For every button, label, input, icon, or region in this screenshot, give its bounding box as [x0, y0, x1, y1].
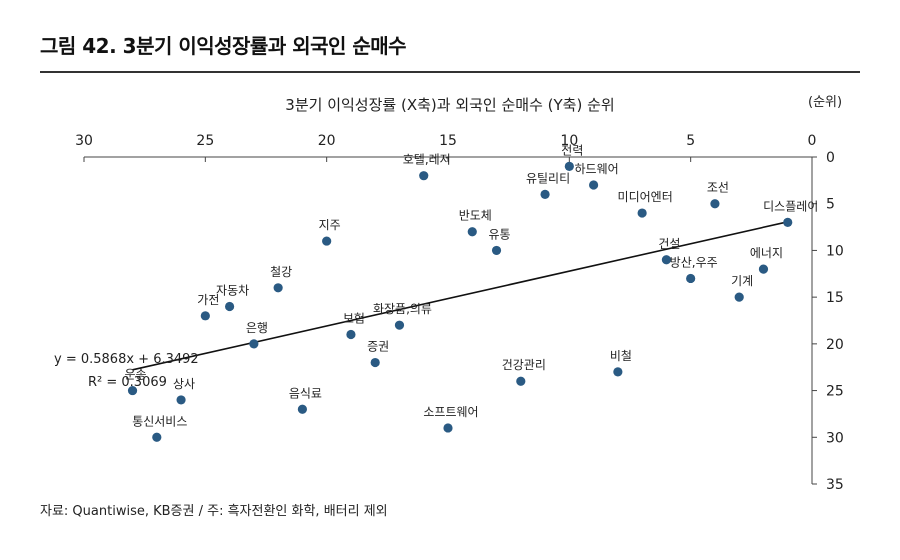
unit-label: (순위) — [808, 95, 843, 110]
data-points — [127, 161, 793, 442]
data-point — [419, 171, 429, 181]
data-point — [516, 376, 526, 386]
trendline-r-squared: R² = 0.3069 — [88, 375, 167, 390]
data-point-label: 통신서비스 — [132, 414, 187, 428]
data-point-label: 가전 — [197, 293, 219, 307]
x-tick-label: 20 — [318, 133, 336, 149]
data-point — [589, 180, 599, 190]
x-tick-label: 15 — [439, 133, 457, 149]
y-tick-label: 30 — [826, 430, 844, 446]
data-point — [322, 236, 332, 246]
trendline — [132, 221, 788, 371]
chart-title: 3분기 이익성장률 (X축)과 외국인 순매수 (Y축) 순위 — [285, 96, 615, 114]
chart-axes: 30 25 20 15 10 5 00 5 10 15 20 25 30 35 — [75, 133, 844, 493]
data-point — [297, 404, 307, 414]
data-point-label: 유틸리티 — [526, 171, 570, 185]
source-note: 자료: Quantiwise, KB증권 / 주: 흑자전환인 화학, 배터리 … — [40, 504, 388, 519]
data-point — [613, 367, 623, 377]
data-point — [176, 395, 186, 405]
data-point-label: 호텔,레저 — [403, 153, 451, 167]
trendline-equation: y = 0.5868x + 6.3492 — [54, 352, 199, 367]
data-point — [346, 329, 356, 340]
data-point-label: 자동차 — [216, 283, 249, 297]
data-point-label: 증권 — [367, 340, 389, 354]
data-point-label: 화장품,의류 — [373, 302, 432, 316]
data-point-label: 조선 — [707, 181, 729, 195]
x-tick-label: 0 — [808, 133, 817, 149]
data-point — [249, 339, 259, 349]
data-point — [152, 432, 162, 442]
data-point — [783, 217, 793, 227]
y-tick-label: 15 — [826, 290, 844, 306]
x-tick-label: 25 — [196, 133, 214, 149]
data-point — [686, 273, 696, 284]
data-point-label: 지주 — [319, 218, 341, 232]
data-point — [394, 320, 405, 330]
y-tick-label: 0 — [826, 150, 835, 166]
data-point — [564, 161, 574, 171]
y-tick-label: 35 — [826, 477, 844, 493]
data-point-label: 철강 — [270, 265, 292, 279]
data-point-label: 운송 — [124, 368, 146, 382]
data-point — [200, 311, 210, 321]
y-tick-label: 25 — [826, 384, 844, 400]
y-tick-label: 10 — [826, 243, 844, 259]
data-point — [734, 292, 744, 302]
data-point-label: 미디어엔터 — [618, 190, 673, 204]
data-point — [540, 189, 550, 199]
data-point — [273, 283, 283, 293]
data-point — [637, 208, 647, 218]
y-tick-label: 20 — [826, 337, 844, 353]
x-tick-label: 30 — [75, 133, 93, 149]
figure-title: 그림 42. 3분기 이익성장률과 외국인 순매수 — [40, 34, 407, 58]
x-tick-label: 5 — [686, 133, 695, 149]
data-point — [661, 255, 672, 265]
data-point-label: 건강관리 — [502, 358, 546, 372]
y-tick-label: 5 — [826, 197, 835, 213]
data-point — [370, 357, 380, 368]
data-point-label: 유통 — [488, 227, 510, 241]
data-point-label: 전력 — [561, 143, 583, 157]
data-point — [127, 385, 138, 396]
data-point-label: 건설 — [658, 237, 680, 251]
data-point-label: 상사 — [173, 377, 195, 391]
data-point-label: 음식료 — [289, 386, 322, 400]
data-point — [225, 301, 235, 312]
trendline-group: y = 0.5868x + 6.3492 R² = 0.3069 — [54, 221, 788, 390]
data-point-label: 반도체 — [459, 209, 492, 223]
data-point-label: 방산,우주 — [670, 255, 718, 269]
data-point-label: 소프트웨어 — [423, 405, 478, 419]
data-point-label: 디스플레이 — [763, 199, 818, 213]
data-point — [710, 199, 720, 209]
title-divider — [40, 71, 860, 73]
data-point — [467, 227, 477, 237]
data-point — [491, 245, 502, 256]
data-point — [758, 264, 769, 274]
data-point — [443, 423, 453, 433]
data-point-label: 하드웨어 — [575, 162, 619, 176]
data-point-label: 기계 — [731, 274, 753, 288]
data-point-label: 보험 — [343, 312, 365, 326]
data-point-label: 은행 — [246, 320, 268, 335]
x-tick-label: 10 — [560, 133, 578, 149]
data-point-label: 에너지 — [750, 246, 783, 260]
data-point-label: 비철 — [610, 349, 632, 363]
